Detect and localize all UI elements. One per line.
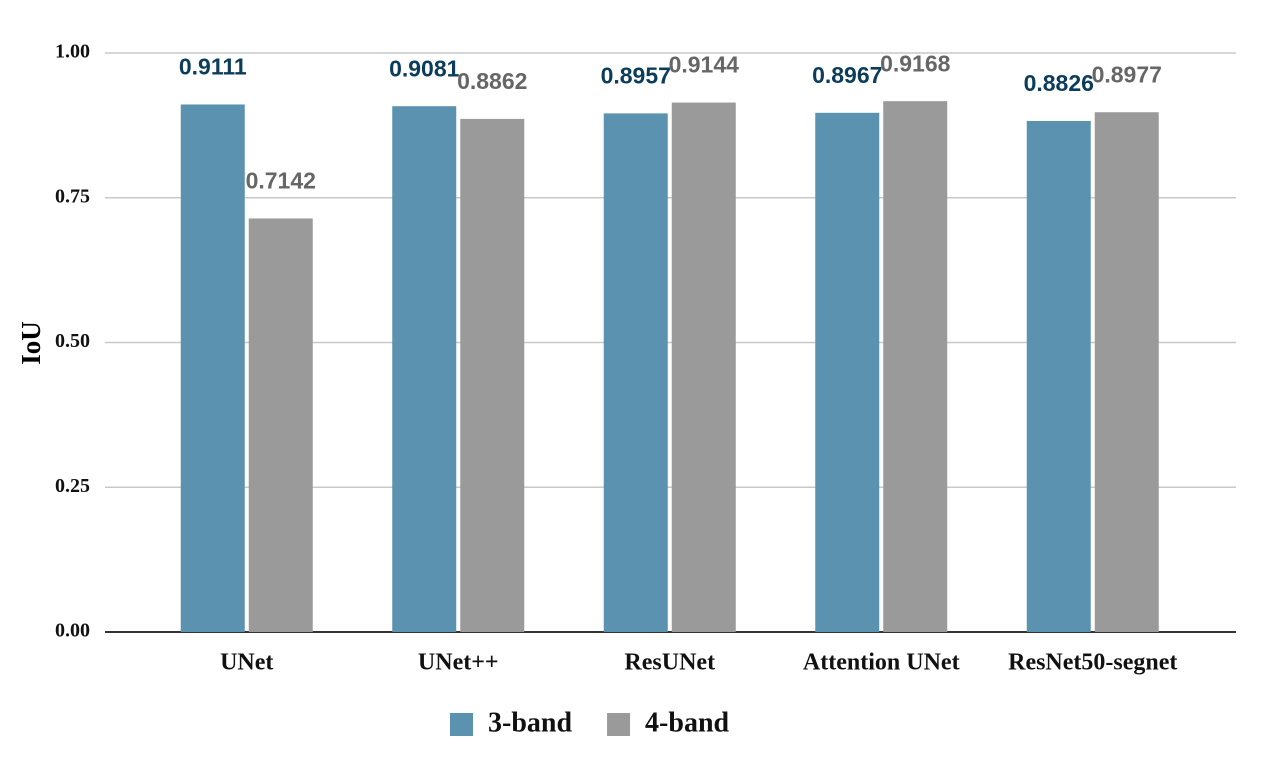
x-tick-label: UNet++ — [418, 650, 499, 676]
bar — [248, 218, 313, 632]
bar — [392, 106, 457, 633]
legend-label: 3-band — [488, 707, 572, 738]
legend-swatch — [450, 713, 473, 736]
data-label: 0.8977 — [1092, 61, 1162, 87]
x-tick-label: ResUNet — [624, 650, 715, 676]
data-label: 0.9168 — [880, 50, 951, 76]
legend-label: 4-band — [645, 707, 729, 738]
data-label: 0.9111 — [179, 54, 247, 80]
data-label: 0.8826 — [1024, 70, 1094, 96]
bar — [603, 113, 668, 632]
data-label: 0.9144 — [669, 52, 740, 78]
y-axis-label: IoU — [16, 321, 46, 365]
data-label: 0.8967 — [812, 62, 882, 88]
bar — [815, 112, 880, 633]
data-label: 0.8957 — [601, 62, 671, 88]
bar — [671, 102, 736, 633]
x-tick-label: ResNet50-segnet — [1008, 650, 1177, 676]
data-label: 0.8862 — [457, 68, 527, 94]
legend-swatch — [607, 713, 631, 736]
bar — [460, 118, 525, 632]
y-tick-label: 0.75 — [55, 185, 90, 207]
data-label: 0.7142 — [246, 168, 316, 194]
y-tick-label: 1.00 — [55, 41, 90, 63]
bar — [1026, 120, 1091, 632]
x-tick-label: Attention UNet — [803, 650, 960, 676]
data-label: 0.9081 — [389, 55, 460, 81]
y-tick-label: 0.00 — [55, 620, 90, 642]
y-tick-label: 0.50 — [55, 330, 90, 352]
y-tick-label: 0.25 — [55, 475, 90, 497]
bar — [180, 104, 245, 633]
bar — [1094, 112, 1159, 633]
x-tick-label: UNet — [220, 650, 273, 676]
bar — [883, 101, 948, 633]
